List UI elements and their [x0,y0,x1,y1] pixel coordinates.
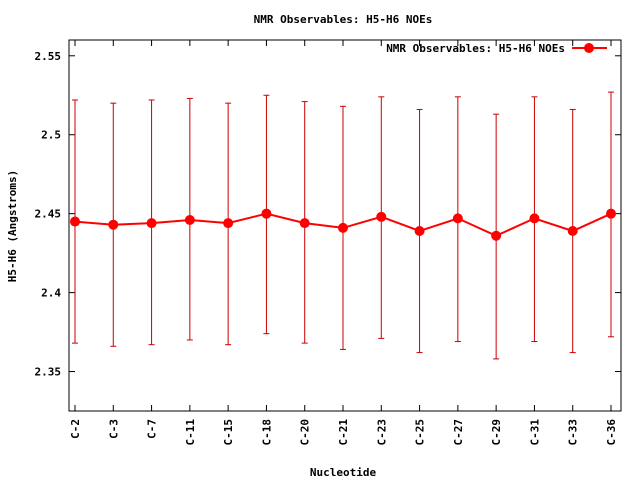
data-point [70,216,80,227]
y-tick-label: 2.55 [35,50,62,63]
x-tick-label: C-27 [452,419,465,446]
y-axis: 2.35 2.4 2.45 2.5 2.55 [35,50,621,379]
chart-title: NMR Observables: H5-H6 NOEs [254,13,433,26]
x-tick-label: C-3 [107,419,120,439]
data-point [108,219,119,230]
x-tick-label: C-29 [490,419,503,446]
data-point [567,226,578,237]
data-point [146,218,157,229]
y-tick-label: 2.4 [41,287,61,300]
data-point [338,222,348,233]
x-tick-label: C-25 [414,419,427,446]
x-tick-label: C-7 [146,419,159,439]
data-point [452,213,463,224]
y-axis-label: H5-H6 (Angstroms) [6,170,19,283]
data-point [184,214,195,225]
legend: NMR Observables: H5-H6 NOEs [386,42,607,55]
x-tick-label: C-31 [528,419,541,446]
y-tick-label: 2.5 [41,129,61,142]
x-tick-label: C-21 [337,419,350,446]
x-axis: C-2 C-3 C-7 C-11 C-15 C-18 C-20 C-21 C-23 C-25 C-2… [69,40,618,446]
x-tick-label: C-11 [184,419,197,446]
x-tick-label: C-36 [605,419,618,446]
legend-label: NMR Observables: H5-H6 NOEs [386,42,565,55]
y-tick-label: 2.45 [35,208,62,221]
data-point [261,208,272,219]
x-tick-label: C-33 [567,419,580,446]
x-tick-label: C-2 [69,419,82,439]
data-point [376,211,387,222]
data-point [223,218,234,229]
legend-marker-swatch [584,43,594,53]
y-tick-label: 2.35 [35,366,62,379]
data-point [414,226,425,237]
x-axis-label: Nucleotide [310,466,377,479]
data-point [529,213,540,224]
x-tick-label: C-18 [260,419,273,446]
data-point [491,230,502,241]
series-points [70,208,616,241]
x-tick-label: C-23 [375,419,388,446]
plot-frame [68,39,622,412]
x-tick-label: C-15 [222,419,235,446]
x-tick-label: C-20 [299,419,312,446]
data-point [299,218,310,229]
data-point [606,208,616,219]
